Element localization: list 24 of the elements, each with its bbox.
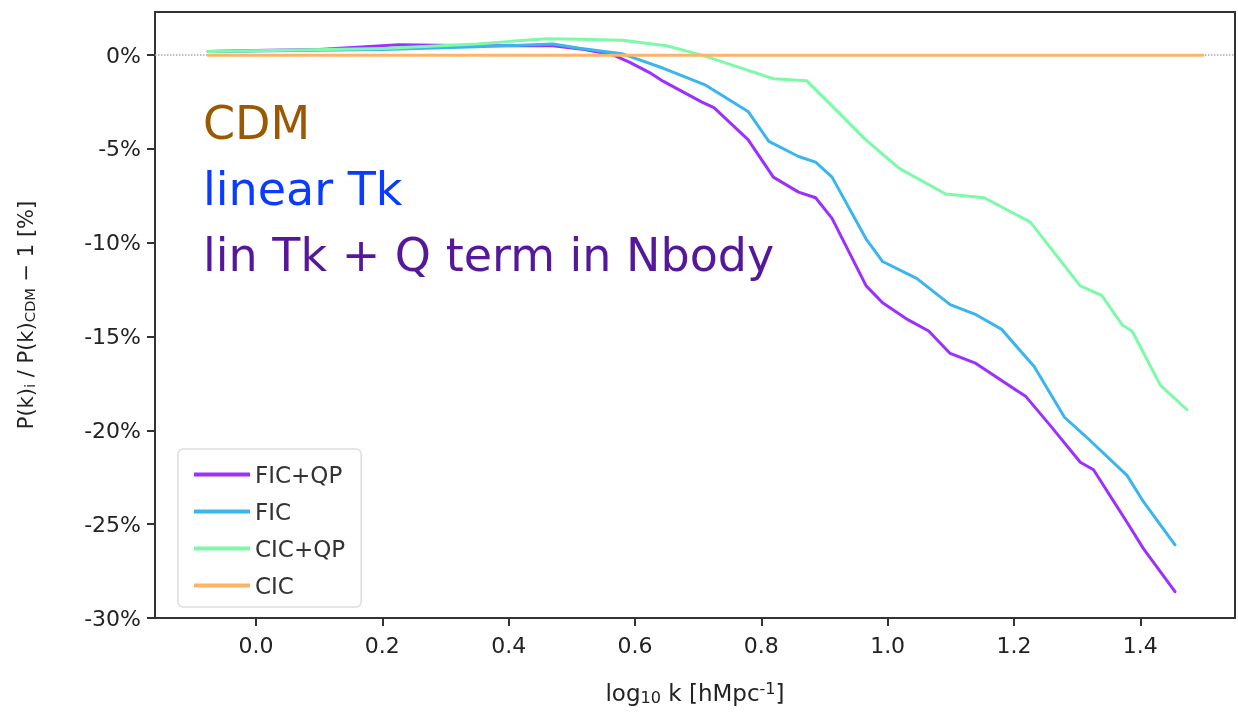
y-tick-label: -10% [84, 230, 141, 256]
legend-label: CIC+QP [255, 535, 346, 562]
x-tick-label: 0.0 [238, 632, 274, 658]
x-tick-label: 0.8 [743, 632, 779, 658]
y-tick-label: -20% [84, 417, 141, 443]
legend-label: FIC+QP [255, 461, 343, 488]
annotation: CDM [203, 96, 311, 150]
y-tick-label: -25% [84, 511, 141, 537]
y-axis-title: P(k)i / P(k)CDM − 1 [%] [13, 200, 38, 430]
annotation: lin Tk + Q term in Nbody [203, 228, 775, 282]
line-series [206, 37, 1189, 412]
annotation: linear Tk [203, 162, 403, 216]
y-tick-label: 0% [106, 42, 141, 68]
y-tick-label: -15% [84, 324, 141, 350]
x-tick-label: 1.2 [996, 632, 1032, 658]
legend-label: CIC [255, 572, 294, 599]
x-tick-label: 0.2 [364, 632, 400, 658]
y-tick-label: -30% [84, 605, 141, 631]
x-tick-label: 0.6 [617, 632, 653, 658]
y-tick-label: -5% [98, 136, 141, 162]
x-tick-label: 1.0 [870, 632, 906, 658]
legend-label: FIC [255, 498, 292, 525]
x-tick-label: 1.4 [1122, 632, 1158, 658]
x-tick-label: 0.4 [491, 632, 527, 658]
